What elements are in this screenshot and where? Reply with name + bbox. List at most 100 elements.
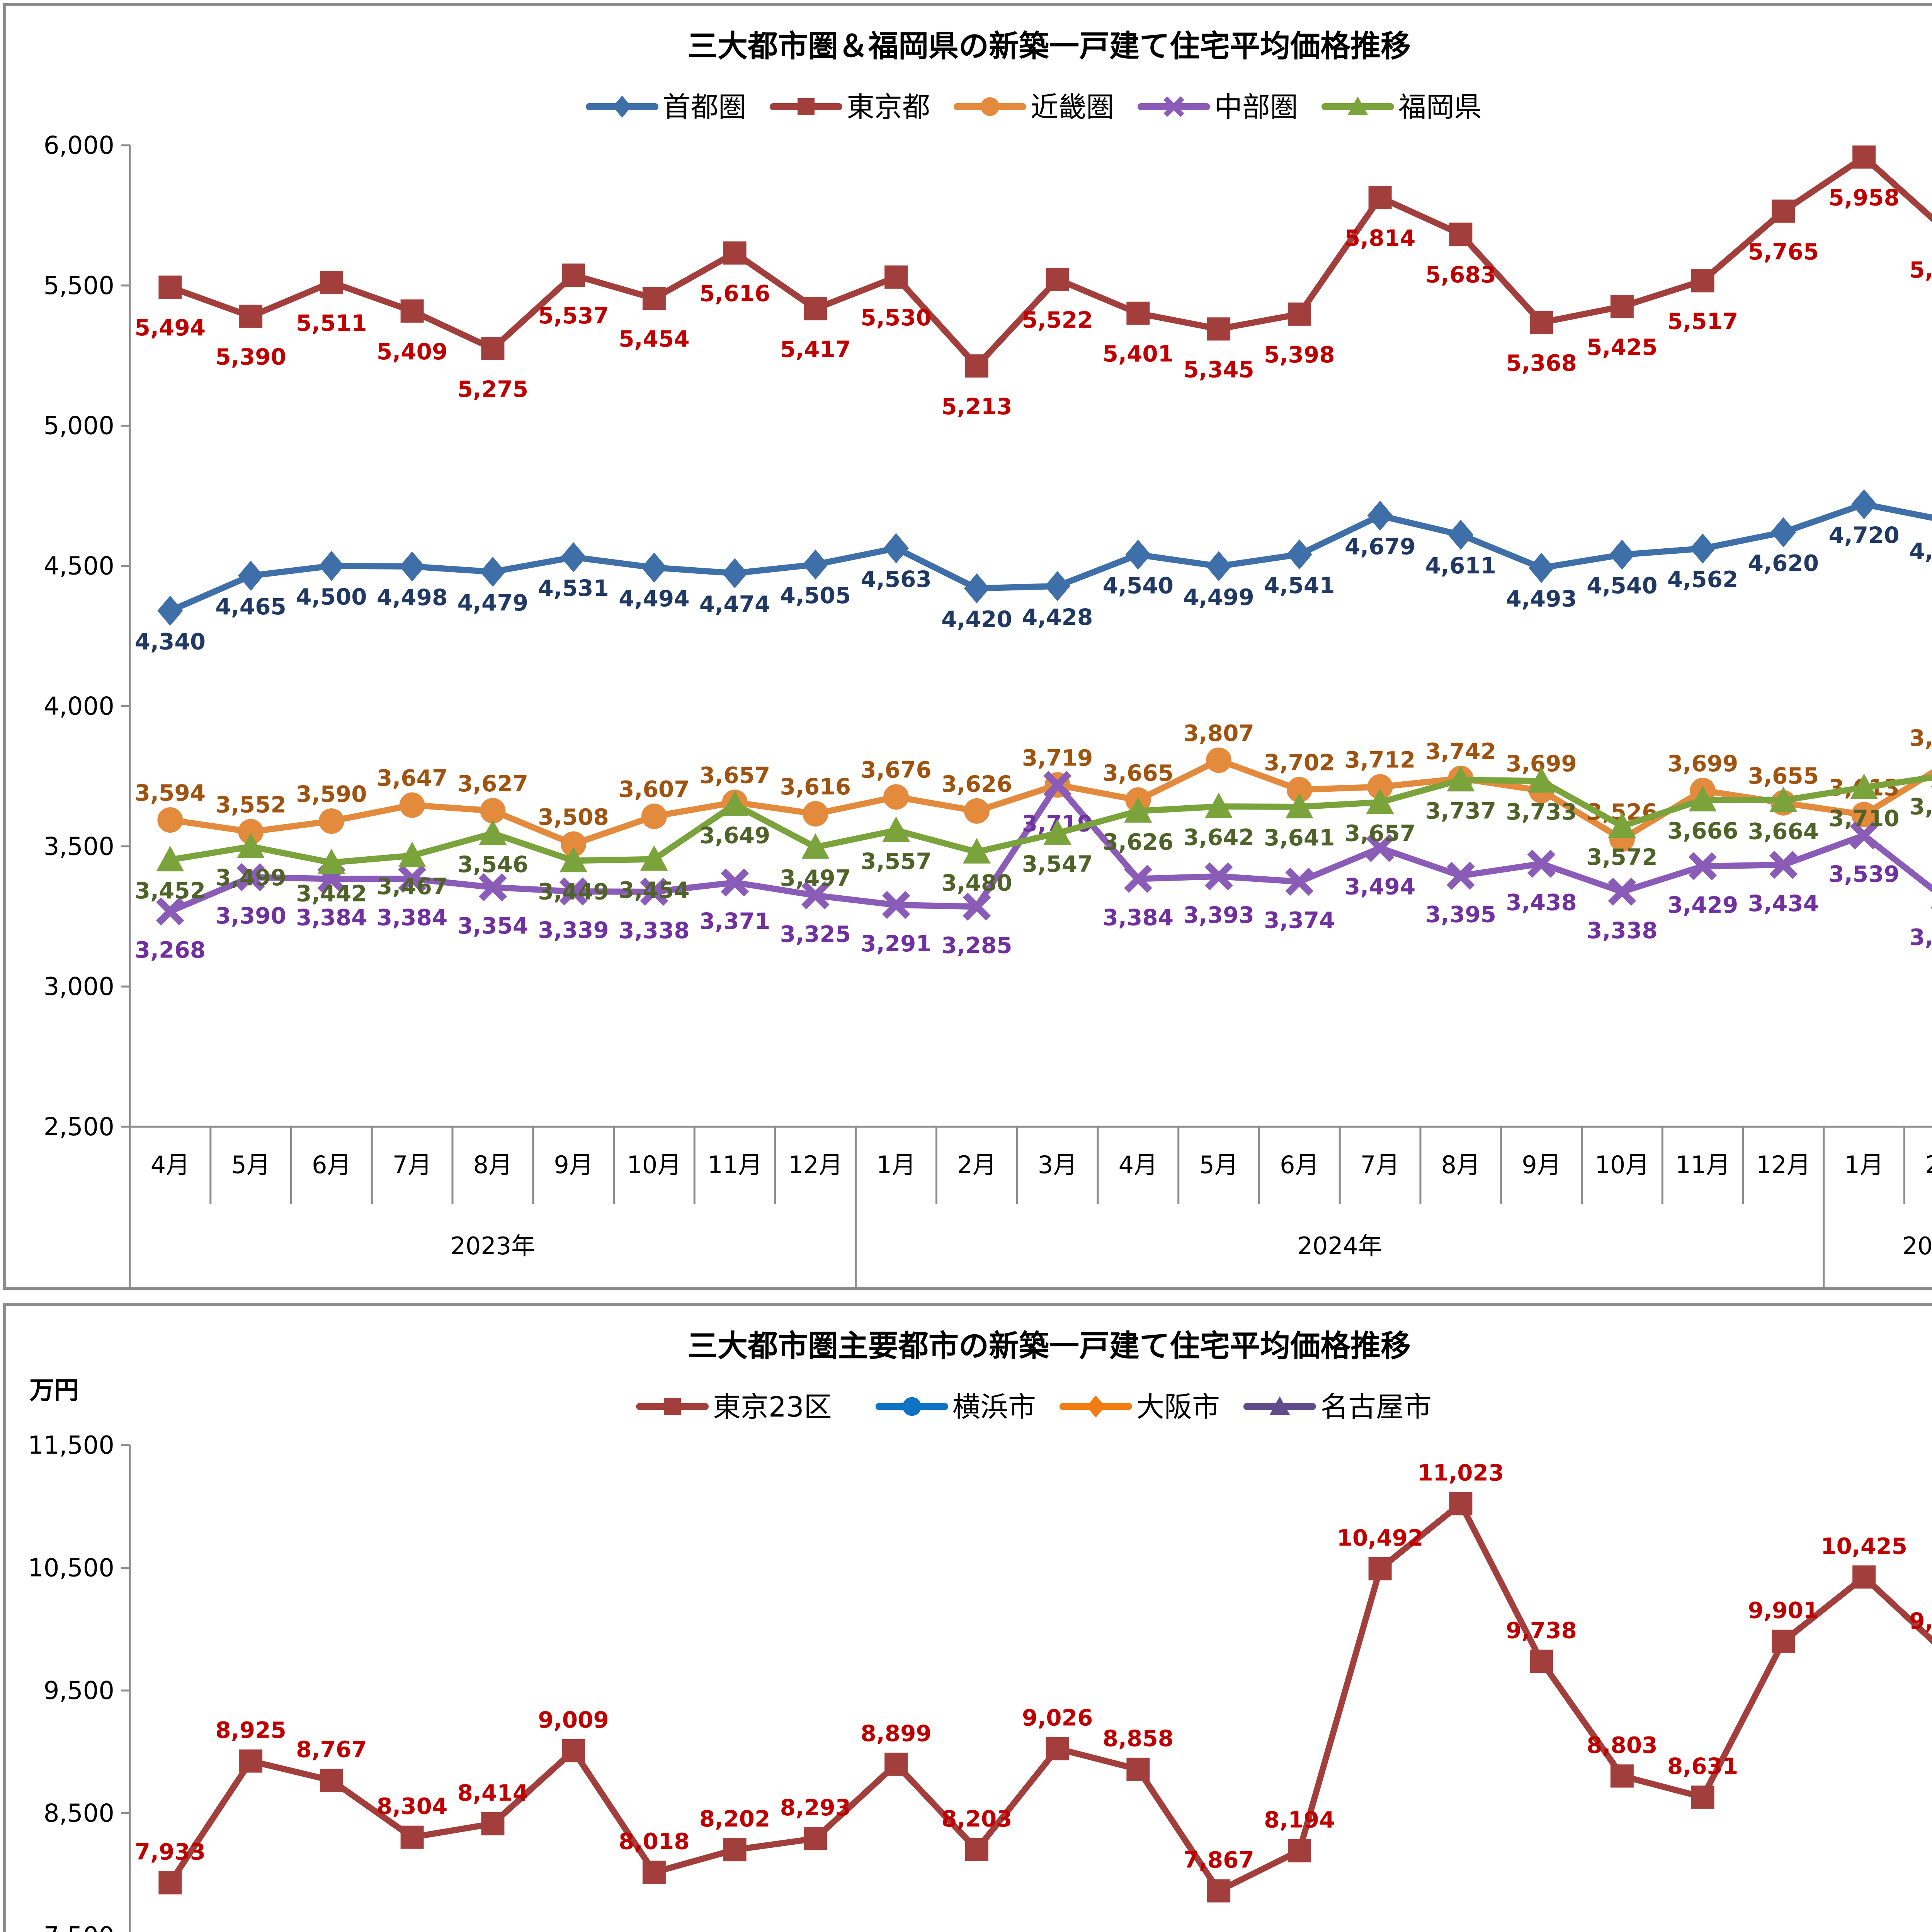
data-point (1287, 302, 1311, 326)
data-point (1851, 802, 1877, 828)
data-point (320, 1769, 343, 1792)
data-label: 3,642 (1183, 824, 1254, 850)
x-tick-label: 1月 (876, 1151, 915, 1179)
chart-title: 三大都市圏＆福岡県の新築一戸建て住宅平均価格推移 (687, 29, 1411, 64)
legend-label: 首都圏 (663, 91, 746, 123)
data-point (400, 1825, 424, 1849)
data-label: 3,552 (215, 792, 286, 818)
data-label: 4,679 (1345, 534, 1415, 560)
data-label: 3,546 (457, 851, 528, 878)
y-tick-label: 9,500 (44, 1677, 114, 1705)
data-point (804, 1827, 827, 1850)
data-label: 8,018 (619, 1828, 689, 1855)
data-label: 5,417 (780, 336, 851, 362)
y-tick-label: 4,000 (44, 692, 114, 721)
data-label: 3,666 (1667, 818, 1738, 844)
data-label: 5,494 (135, 315, 206, 341)
x-tick-label: 7月 (393, 1151, 432, 1179)
data-label: 3,742 (1425, 738, 1496, 765)
data-point (236, 863, 265, 891)
series-line (169, 782, 1932, 915)
data-point (238, 560, 264, 591)
x-tick-label: 9月 (554, 1151, 593, 1179)
data-label: 5,390 (215, 344, 286, 370)
data-label: 4,500 (296, 584, 367, 610)
data-point (964, 573, 990, 604)
data-point (479, 873, 507, 901)
data-point (1366, 788, 1394, 814)
data-point (1287, 1839, 1311, 1862)
data-label: 3,339 (538, 917, 609, 943)
data-label: 8,767 (296, 1736, 367, 1763)
data-label: 3,719 (1022, 745, 1093, 771)
data-point (1449, 223, 1473, 246)
data-point (237, 833, 265, 859)
data-point (1527, 849, 1556, 878)
data-label: 5,537 (538, 303, 609, 329)
data-point (1609, 539, 1635, 570)
data-label: 4,611 (1425, 553, 1496, 579)
data-label: 4,562 (1667, 566, 1738, 593)
series-line (169, 501, 1932, 614)
data-point (1368, 185, 1392, 209)
legend-label: 近畿圏 (1031, 91, 1114, 123)
x-tick-label: 5月 (231, 1151, 270, 1179)
data-label: 4,505 (780, 582, 851, 609)
data-label: 5,454 (619, 326, 689, 352)
x-tick-label: 2月 (1925, 1151, 1932, 1179)
data-label: 3,371 (699, 908, 770, 934)
data-label: 5,213 (941, 393, 1012, 420)
legend-label: 東京都 (847, 91, 930, 123)
x-tick-label: 6月 (1280, 1151, 1319, 1179)
data-point (400, 299, 424, 323)
y-tick-label: 2,500 (44, 1113, 114, 1141)
series-首都圏: 4,340 4,465 4,500 4,498 4,479 4,531 4,494 4,474… (135, 489, 1932, 655)
data-point (883, 784, 909, 810)
legend-item: 東京23区 (636, 1391, 832, 1423)
legend-item: 中部圏 (1138, 91, 1298, 123)
data-point (1285, 793, 1313, 818)
data-label: 5,425 (1587, 334, 1657, 360)
legend-label: 大阪市 (1136, 1391, 1220, 1423)
data-label: 4,531 (538, 575, 609, 601)
data-point (1691, 1785, 1714, 1809)
x-year-label: 2025年 (1902, 1232, 1932, 1260)
data-label: 4,479 (457, 590, 528, 616)
data-label: 3,627 (457, 770, 528, 797)
data-point (1769, 850, 1798, 879)
data-label: 3,384 (1103, 904, 1173, 930)
x-tick-label: 9月 (1522, 1151, 1561, 1179)
data-point (1447, 766, 1475, 792)
data-point (1689, 786, 1717, 811)
data-label: 5,765 (1748, 239, 1819, 265)
data-point (1772, 1629, 1795, 1653)
data-label: 5,683 (1425, 262, 1496, 288)
data-point (1690, 533, 1716, 564)
data-label: 3,393 (1183, 902, 1254, 928)
x-tick-label: 5月 (1199, 1151, 1238, 1179)
data-label: 3,291 (861, 930, 931, 957)
data-label: 5,958 (1828, 184, 1899, 211)
data-point (399, 792, 425, 818)
data-point (1527, 767, 1556, 793)
data-point (1772, 199, 1795, 223)
legend-marker-icon (902, 1397, 922, 1416)
chart-cities: 三大都市圏主要都市の新築一戸建て住宅平均価格推移 万円 3,5004,5005,… (28, 1329, 1932, 1932)
data-label: 8,858 (1103, 1725, 1173, 1752)
x-tick-label: 11月 (1675, 1151, 1730, 1179)
data-label: 4,563 (861, 566, 931, 592)
data-label: 9,815 (1909, 1608, 1932, 1634)
data-label: 9,738 (1506, 1617, 1577, 1643)
data-label: 4,498 (377, 584, 447, 611)
legend-marker-icon (980, 97, 1000, 116)
data-point (801, 833, 830, 859)
data-label: 3,354 (457, 913, 528, 939)
data-label: 4,420 (941, 606, 1012, 633)
data-label: 3,374 (1264, 907, 1335, 934)
data-label: 4,540 (1587, 573, 1657, 599)
data-label: 4,428 (1022, 604, 1093, 630)
data-point (561, 542, 587, 573)
data-label: 11,023 (1417, 1459, 1504, 1486)
x-tick-label: 11月 (707, 1151, 762, 1179)
data-point (238, 819, 264, 845)
